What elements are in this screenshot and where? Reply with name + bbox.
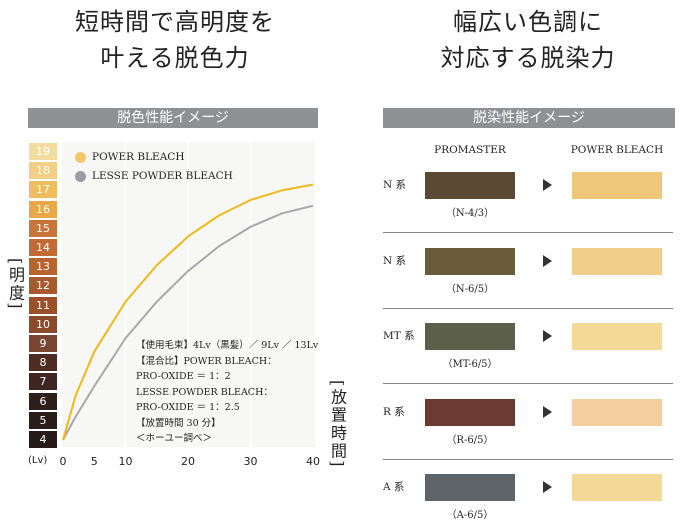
- note-line: PRO-OXIDE ＝ 1：2.5: [136, 402, 240, 413]
- x-tick: 0: [59, 455, 67, 468]
- legend-lesse: LESSE POWDER BLEACH: [75, 170, 233, 182]
- row-divider: [383, 232, 673, 233]
- row-label: R 系: [383, 405, 405, 418]
- left-title: 短時間で高明度を 叶える脱色力: [25, 4, 325, 76]
- swatch-before: [425, 398, 515, 426]
- row-label: N 系: [383, 179, 407, 191]
- x-tick: 10: [118, 455, 133, 468]
- y-axis-label: [明度]: [6, 258, 25, 311]
- y-axis-text: 明度: [6, 266, 25, 303]
- note-line: LESSE POWDER BLEACH：: [136, 386, 273, 398]
- x-axis-label: [放置時間]: [328, 380, 347, 469]
- series-line-power-bleach: [62, 183, 314, 441]
- col-power-bleach: POWER BLEACH: [570, 144, 664, 156]
- legend-power: POWER BLEACH: [75, 151, 185, 163]
- level-16: 16: [29, 200, 57, 218]
- level-15: 15: [29, 219, 57, 237]
- arrow-icon: [543, 481, 552, 493]
- note-line: 【混合比】POWER BLEACH：: [136, 355, 277, 367]
- series-line-lesse-powder-bleach: [62, 204, 314, 441]
- color-code: （R-6/5）: [446, 434, 494, 446]
- x-tick: 5: [90, 455, 98, 468]
- note-line: ＜ホーユー調べ＞: [136, 433, 213, 444]
- lv-unit: (Lv): [28, 455, 48, 466]
- swatch-after: [572, 398, 662, 426]
- level-14: 14: [29, 239, 57, 256]
- level-6: 6: [29, 392, 57, 410]
- swatch-after: [572, 172, 662, 199]
- arrow-icon: [543, 330, 552, 342]
- color-code: （A-6/5）: [446, 510, 494, 521]
- color-code: （MT-6/5）: [442, 359, 498, 370]
- left-title-line2: 叶える脱色力: [100, 44, 250, 72]
- row-divider: [383, 458, 673, 460]
- row-divider: [383, 383, 673, 384]
- swatch-before: [425, 172, 515, 199]
- right-title-line1: 幅広い色調に: [453, 8, 603, 36]
- swatch-before: [425, 474, 515, 501]
- level-17: 17: [29, 181, 57, 199]
- note-line: 【使用毛束】4Lv（黒髪）／ 9Lv ／ 13Lv: [136, 340, 319, 351]
- x-tick: 40: [306, 455, 320, 468]
- legend-label: POWER BLEACH: [92, 151, 185, 163]
- bleach-header: 脱色性能イメージ: [28, 108, 318, 128]
- note-line: PRO-OXIDE ＝ 1：2: [136, 371, 231, 382]
- level-7: 7: [29, 373, 57, 391]
- col-promaster: PROMASTER: [434, 144, 506, 156]
- swatch-before: [425, 323, 515, 350]
- x-tick: 30: [243, 455, 258, 468]
- level-13: 13: [29, 258, 57, 276]
- level-5: 5: [29, 411, 57, 429]
- left-title-line1: 短時間で高明度を: [75, 8, 275, 36]
- arrow-icon: [543, 179, 552, 191]
- arrow-icon: [543, 405, 552, 418]
- note-line: 【放置時間 30 分】: [136, 417, 221, 429]
- row-label: MT 系: [383, 330, 415, 342]
- row-label: N 系: [383, 254, 407, 267]
- legend-dot: [75, 151, 86, 163]
- arrow-icon: [543, 254, 552, 267]
- bleach-chart: [62, 142, 314, 447]
- swatch-after: [572, 323, 662, 350]
- level-11: 11: [29, 296, 57, 314]
- row-divider: [383, 307, 673, 309]
- level-18: 18: [29, 162, 57, 180]
- x-tick: 20: [181, 455, 195, 468]
- swatch-after: [572, 474, 662, 501]
- destain-header: 脱染性能イメージ: [383, 108, 675, 128]
- test-notes: 【使用毛束】4Lv（黒髪）／ 9Lv ／ 13Lv 【混合比】POWER BLE…: [136, 338, 318, 447]
- level-4: 4: [29, 431, 57, 448]
- level-9: 9: [29, 335, 57, 352]
- legend-label: LESSE POWDER BLEACH: [92, 170, 233, 182]
- color-code: （N-4/3）: [445, 208, 495, 219]
- right-title-line2: 対応する脱染力: [440, 44, 616, 72]
- right-title: 幅広い色調に 対応する脱染力: [378, 4, 678, 76]
- row-label: A 系: [383, 481, 405, 493]
- x-axis-text: 放置時間: [328, 388, 347, 461]
- level-8: 8: [29, 354, 57, 372]
- swatch-before: [425, 247, 515, 275]
- legend-dot: [75, 170, 86, 182]
- color-code: （N-6/5）: [445, 283, 495, 295]
- level-19: 19: [29, 143, 57, 160]
- level-10: 10: [29, 315, 57, 333]
- level-12: 12: [29, 277, 57, 295]
- swatch-after: [572, 247, 662, 275]
